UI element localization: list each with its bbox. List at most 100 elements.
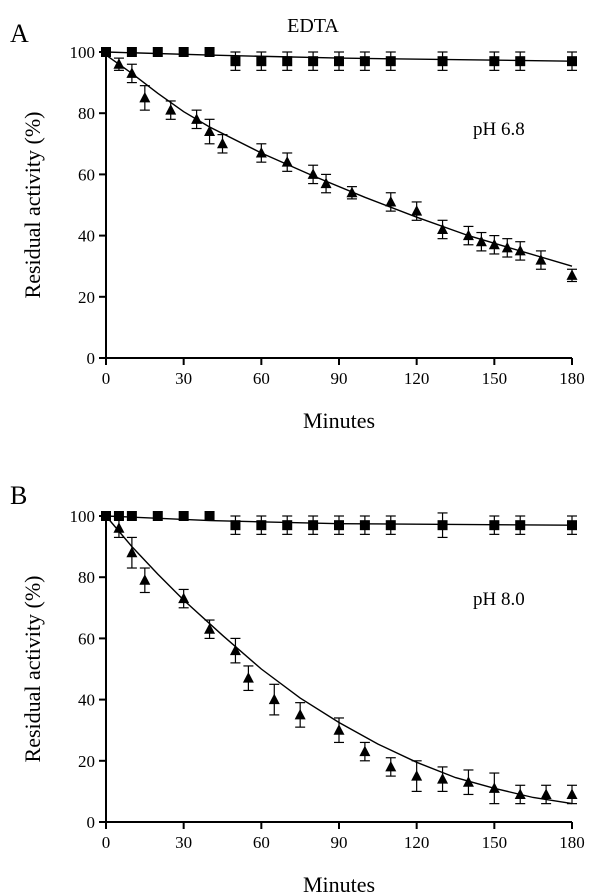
data-point-triangle: [294, 708, 306, 720]
data-point-square: [385, 56, 396, 67]
series-square: [101, 511, 577, 539]
y-tick-label: 20: [78, 288, 95, 307]
x-tick-label: 180: [559, 833, 585, 852]
fit-curve-triangle: [105, 54, 573, 267]
x-tick-label: 120: [404, 369, 430, 388]
ph-annotation: pH 8.0: [473, 589, 525, 610]
data-point-square: [204, 47, 215, 57]
x-tick-label: 60: [253, 833, 270, 852]
data-point-square: [230, 56, 241, 67]
data-point-triangle: [501, 241, 513, 253]
series-triangle: [105, 515, 578, 805]
data-point-triangle: [255, 146, 267, 158]
panel-a: A 0 30 60 90 120 150 180 0 20 40 60 80 100 Minutes Resi…: [10, 19, 585, 433]
data-point-triangle: [126, 67, 138, 78]
y-tick-label: 40: [78, 227, 95, 246]
data-point-triangle: [320, 177, 332, 189]
fit-curve-triangle: [105, 515, 573, 805]
data-point-square: [437, 56, 448, 67]
panel-letter: A: [10, 19, 29, 48]
data-point-triangle: [204, 125, 216, 137]
data-point-square: [489, 56, 500, 67]
data-point-square: [256, 520, 267, 531]
data-point-square: [126, 47, 137, 57]
data-point-triangle: [411, 205, 423, 216]
data-point-triangle: [126, 546, 138, 558]
y-tick-label: 0: [87, 349, 96, 368]
data-point-square: [152, 511, 163, 521]
x-tick-label: 30: [175, 833, 192, 852]
y-tick-label: 60: [78, 165, 95, 184]
data-point-square: [113, 511, 124, 521]
data-point-triangle: [540, 788, 552, 799]
data-point-triangle: [139, 574, 151, 585]
data-point-square: [334, 520, 344, 531]
data-point-triangle: [437, 223, 449, 234]
data-point-triangle: [535, 254, 547, 265]
x-tick-label: 150: [482, 369, 508, 388]
data-point-triangle: [514, 244, 526, 256]
data-point-triangle: [242, 672, 254, 683]
data-point-square: [204, 511, 215, 521]
data-point-triangle: [462, 776, 474, 787]
data-point-square: [308, 56, 319, 67]
data-point-square: [515, 520, 526, 531]
y-tick-label: 100: [70, 507, 96, 526]
x-tick-label: 0: [102, 369, 111, 388]
data-point-square: [101, 47, 111, 57]
data-point-square: [567, 520, 577, 531]
x-axis-title: Minutes: [303, 872, 375, 894]
data-point-square: [334, 56, 344, 67]
data-point-triangle: [411, 770, 423, 781]
data-point-triangle: [139, 91, 151, 103]
data-point-triangle: [191, 113, 203, 124]
data-point-triangle: [204, 623, 216, 634]
data-point-square: [515, 56, 526, 67]
series-triangle: [105, 54, 578, 283]
y-tick-label: 80: [78, 104, 95, 123]
data-point-triangle: [385, 760, 397, 772]
x-tick-label: 90: [331, 833, 348, 852]
data-point-square: [437, 520, 448, 531]
ph-annotation: pH 6.8: [473, 119, 525, 140]
data-point-triangle: [333, 724, 345, 735]
x-tick-label: 0: [102, 833, 111, 852]
series-square: [101, 47, 577, 71]
data-point-triangle: [488, 782, 500, 793]
x-tick-label: 90: [331, 369, 348, 388]
data-point-triangle: [462, 229, 474, 241]
data-point-triangle: [178, 592, 190, 604]
data-point-square: [256, 56, 267, 67]
data-point-triangle: [165, 104, 177, 115]
data-point-square: [359, 56, 370, 67]
data-point-triangle: [113, 58, 125, 69]
figure-title: EDTA: [287, 15, 339, 37]
x-tick-label: 150: [482, 833, 508, 852]
data-point-triangle: [217, 137, 228, 149]
data-point-square: [359, 520, 370, 531]
data-point-square: [489, 520, 500, 531]
y-tick-label: 0: [87, 813, 96, 832]
x-tick-label: 180: [559, 369, 585, 388]
x-axis-title: Minutes: [303, 408, 375, 433]
y-tick-label: 100: [70, 43, 96, 62]
y-tick-label: 20: [78, 752, 95, 771]
y-tick-label: 60: [78, 629, 95, 648]
y-tick-label: 40: [78, 691, 95, 710]
x-tick-label: 120: [404, 833, 430, 852]
data-point-triangle: [488, 238, 500, 250]
data-point-square: [567, 56, 577, 67]
data-point-square: [282, 56, 293, 67]
data-point-square: [282, 520, 293, 531]
data-point-square: [308, 520, 319, 531]
data-point-triangle: [346, 186, 358, 198]
data-point-square: [126, 511, 137, 521]
data-point-square: [152, 47, 163, 57]
data-point-square: [230, 520, 241, 531]
y-tick-label: 80: [78, 568, 95, 587]
data-point-triangle: [514, 788, 526, 799]
data-point-triangle: [113, 522, 125, 533]
data-point-triangle: [566, 788, 578, 799]
x-tick-label: 60: [253, 369, 270, 388]
panel-b: B 0 30 60 90 120 150 180 0 20 40 60 80 100 Minutes Resi…: [10, 481, 585, 894]
